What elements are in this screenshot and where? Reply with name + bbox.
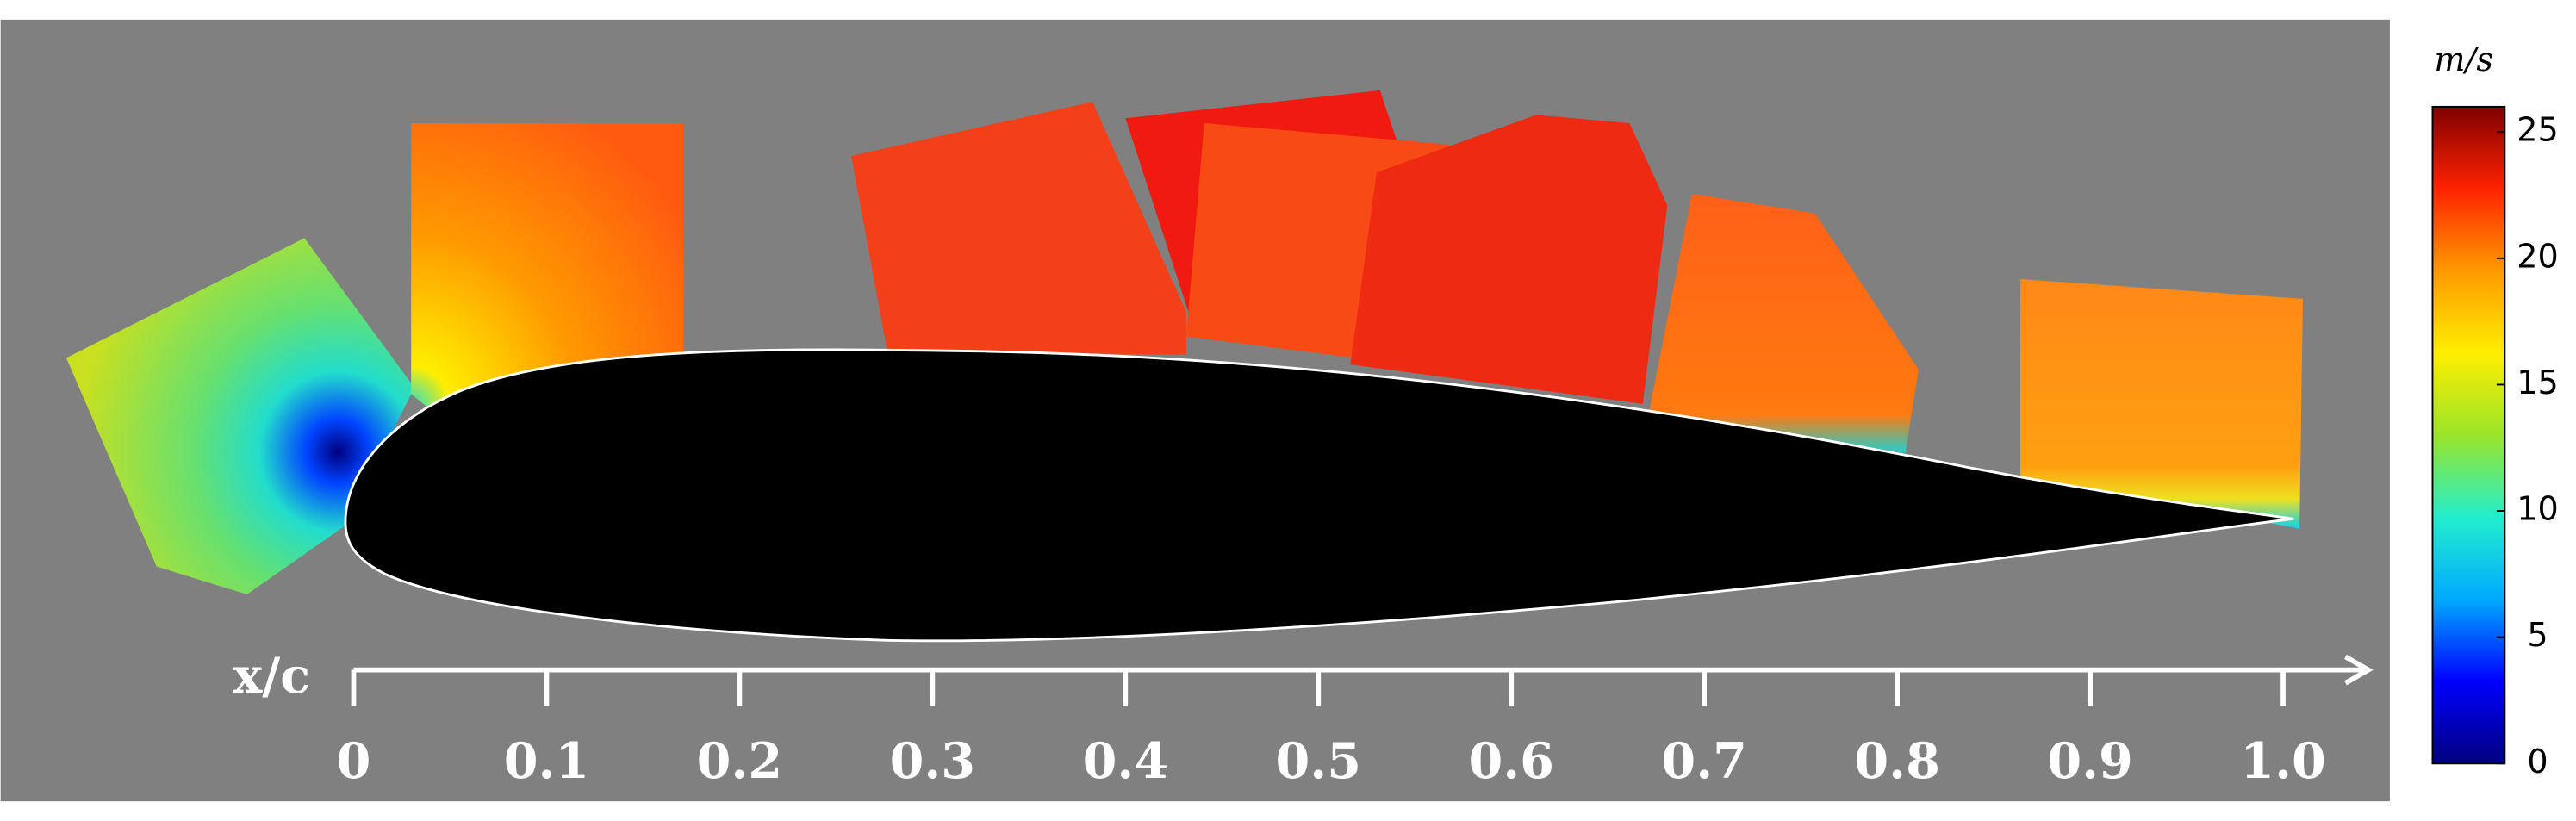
x-tick-label: 0.2 [697,732,782,790]
velocity-patch [411,122,684,407]
velocity-patch [65,238,415,594]
x-tick-label: 0.1 [504,732,589,790]
x-tick-label: 0.5 [1276,732,1361,790]
velocity-patch [851,102,1186,355]
velocity-patch [2020,279,2303,529]
x-tick-label: 1.0 [2240,732,2325,790]
velocity-patch [1649,193,1919,454]
colorbar-tick-label: 10 [2517,490,2559,528]
x-tick-label: 0.7 [1661,732,1746,790]
colorbar-tick-label: 25 [2517,111,2559,149]
x-axis-label: x/c [233,647,310,705]
x-tick-label: 0.3 [890,732,975,790]
x-tick-label: 0.4 [1083,732,1168,790]
velocity-patch [1350,115,1668,404]
airfoil [344,348,2293,643]
colorbar-label: m/s [2434,40,2493,78]
x-tick-label: 0.9 [2047,732,2132,790]
colorbar-tick-label: 0 [2527,743,2548,781]
colorbar [2431,105,2506,765]
x-tick-label: 0 [337,732,371,790]
x-tick-label: 0.8 [1854,732,1939,790]
colorbar-tick-label: 15 [2517,364,2559,401]
x-tick-label: 0.6 [1468,732,1553,790]
colorbar-tick-label: 20 [2517,237,2559,275]
colorbar-tick-label: 5 [2527,616,2548,654]
x-axis-arrow [2344,654,2374,686]
